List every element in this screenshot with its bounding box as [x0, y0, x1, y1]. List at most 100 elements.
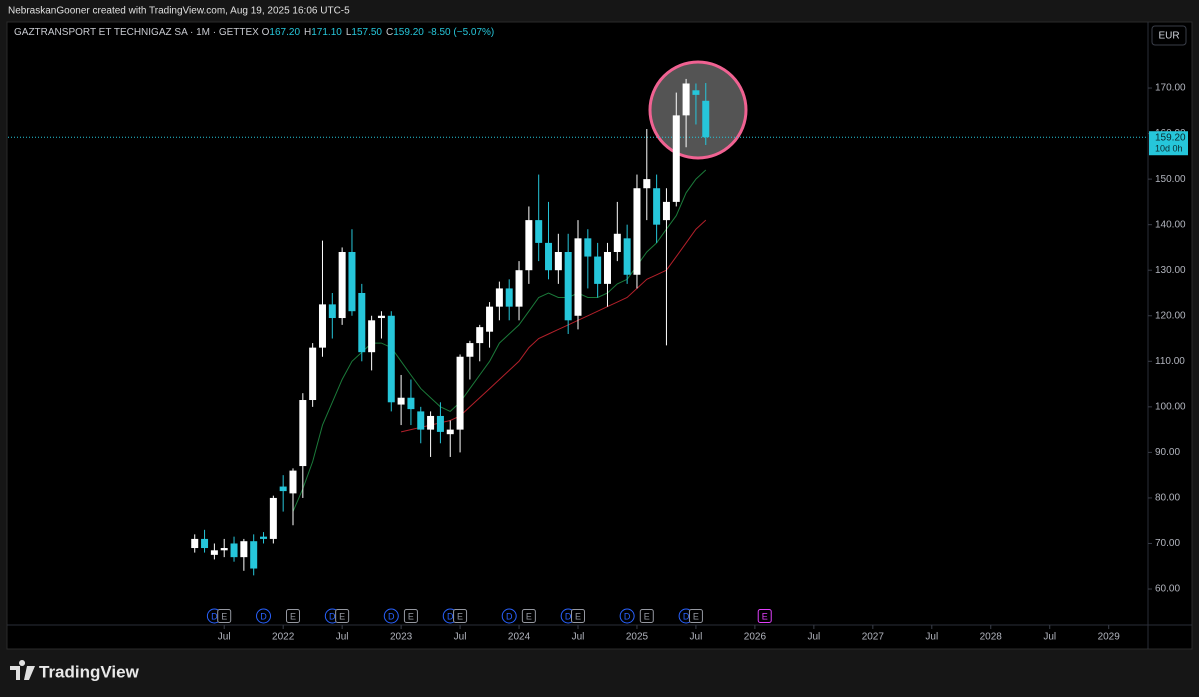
- currency-box: [1151, 25, 1187, 46]
- candle-body: [260, 536, 268, 539]
- candle-body: [210, 550, 218, 555]
- event-label: D: [260, 611, 267, 621]
- x-tick-label: 2028: [980, 632, 1003, 643]
- legend-value: 159.20: [393, 27, 424, 38]
- candle-body: [377, 315, 385, 319]
- candle-body: [387, 315, 395, 403]
- candle-body: [672, 115, 680, 202]
- y-tick-label: 120.00: [1155, 310, 1186, 321]
- legend-key: O: [261, 27, 270, 38]
- candle-body: [535, 220, 543, 243]
- currency: EUR: [1158, 31, 1179, 42]
- y-tick-label: 100.00: [1155, 401, 1186, 412]
- event-label: D: [506, 611, 513, 621]
- candle-body: [191, 538, 199, 549]
- brand: TradingView: [39, 662, 140, 681]
- candle-body: [289, 470, 297, 494]
- event-label: D: [683, 611, 690, 621]
- x-tick-label: Jul: [218, 632, 231, 643]
- x-tick-label: Jul: [454, 632, 467, 643]
- event-label: E: [457, 611, 463, 621]
- candle-body: [328, 304, 336, 319]
- candle-body: [476, 327, 484, 344]
- candle-body: [515, 270, 523, 307]
- event-label: E: [526, 611, 532, 621]
- candle-body: [702, 100, 710, 138]
- y-tick-label: 60.00: [1155, 584, 1180, 595]
- legend-value: 157.50: [351, 27, 382, 38]
- candle-body: [427, 415, 435, 430]
- candle-body: [692, 90, 700, 95]
- last-price-label: 159.20: [1155, 132, 1186, 143]
- footer-logo: TradingView: [10, 660, 140, 681]
- x-tick-label: 2025: [626, 632, 649, 643]
- candle-body: [397, 397, 405, 405]
- last-price-box: [1149, 131, 1188, 156]
- candle-body: [338, 251, 346, 319]
- candle-body: [653, 188, 661, 225]
- y-tick-label: 90.00: [1155, 447, 1180, 458]
- candle-body: [623, 238, 631, 275]
- candle-body: [495, 288, 503, 307]
- legend-key: H: [304, 27, 312, 38]
- legend-change: -8.50 (−5.07%): [427, 27, 495, 38]
- candle-body: [358, 292, 366, 353]
- candle-body: [564, 251, 572, 321]
- candle-body: [643, 179, 651, 189]
- candle-body: [603, 251, 611, 284]
- earnings-marker: [571, 609, 585, 623]
- candle-body: [613, 233, 621, 252]
- candle-body: [633, 188, 641, 275]
- event-label: D: [211, 611, 218, 621]
- x-tick-label: Jul: [690, 632, 703, 643]
- candle-body: [436, 415, 444, 432]
- x-tick-label: 2029: [1098, 632, 1121, 643]
- x-tick-label: Jul: [925, 632, 938, 643]
- candle-body: [407, 397, 415, 410]
- candle-body: [220, 548, 228, 551]
- x-tick-label: 2022: [272, 632, 295, 643]
- candle-body: [230, 543, 238, 558]
- dividend-marker: [619, 608, 635, 624]
- candle-body: [201, 538, 209, 549]
- x-tick-label: Jul: [807, 632, 820, 643]
- candle-body: [574, 238, 582, 316]
- event-label: D: [447, 611, 454, 621]
- highlight-circle: [648, 60, 748, 160]
- symbol: GAZTRANSPORT ET TECHNIGAZ SA · 1M · GETT…: [14, 27, 259, 38]
- y-tick-label: 170.00: [1155, 83, 1186, 94]
- legend-key: C: [386, 27, 394, 38]
- event-label: D: [624, 611, 631, 621]
- earnings-marker: [335, 609, 350, 623]
- candle-body: [525, 220, 533, 271]
- legend-key: L: [345, 27, 352, 38]
- chart-pane: [6, 21, 1193, 650]
- candle-body: [368, 320, 376, 353]
- event-label: E: [221, 611, 227, 621]
- earnings-marker: [639, 609, 654, 623]
- event-label: D: [388, 611, 395, 621]
- x-tick-label: 2026: [744, 632, 767, 643]
- candle-body: [279, 486, 287, 492]
- event-label: E: [339, 611, 345, 621]
- legend-value: 171.10: [311, 27, 342, 38]
- countdown: 10d 0h: [1155, 144, 1183, 154]
- earnings-marker: [521, 609, 536, 623]
- candle-body: [318, 304, 326, 348]
- event-label: D: [329, 611, 336, 621]
- x-tick-label: Jul: [336, 632, 349, 643]
- event-label: E: [290, 611, 296, 621]
- x-tick-label: 2024: [508, 632, 531, 643]
- dividend-marker: [256, 608, 272, 624]
- event-label: E: [693, 611, 699, 621]
- candle-body: [682, 83, 690, 116]
- y-tick-label: 130.00: [1155, 265, 1186, 276]
- event-label: E: [644, 611, 650, 621]
- candle-body: [446, 429, 454, 435]
- logo-icon: [10, 660, 35, 680]
- candle-body: [309, 347, 317, 401]
- candle-body: [456, 356, 464, 430]
- candle-body: [417, 411, 425, 430]
